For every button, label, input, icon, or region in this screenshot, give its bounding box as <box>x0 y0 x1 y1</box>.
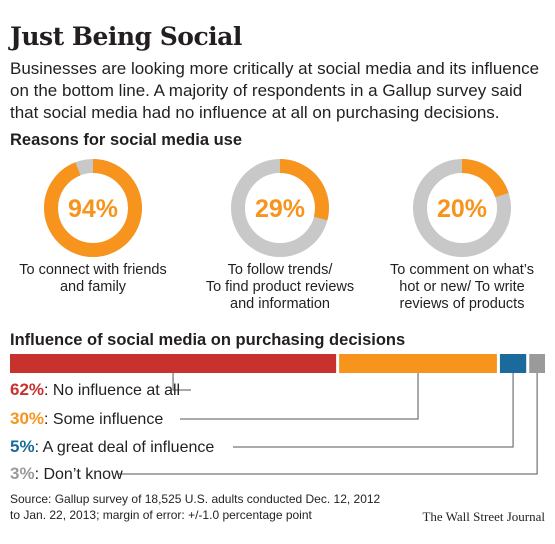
legend-text: No influence at all <box>52 382 181 399</box>
legend-colon: : <box>34 466 44 483</box>
donut-label-comment: To comment on what’s hot or new/ To writ… <box>377 262 547 313</box>
donut-label-line: and family <box>59 279 127 295</box>
legend-text: A great deal of influence <box>42 439 215 456</box>
donut-3: 20% <box>413 159 511 257</box>
donut-label-line: To find product reviews <box>205 279 355 295</box>
donut-label-line: To follow trends/ <box>227 262 333 278</box>
donut-slice <box>231 159 329 257</box>
donut-label-line: and information <box>230 296 330 312</box>
donut-slice <box>44 159 142 257</box>
donut-2: 29% <box>231 159 329 257</box>
source-line: to Jan. 22, 2013; margin of error: +/-1.… <box>10 508 312 522</box>
donut-value-label: 29% <box>255 195 305 223</box>
donut-label-trends: To follow trends/ To find product review… <box>195 262 365 313</box>
donut-label-line: reviews of products <box>399 296 525 312</box>
legend-colon: : <box>34 439 43 456</box>
donut-value-label: 20% <box>437 195 487 223</box>
legend-connector <box>233 373 514 448</box>
legend-no-influence: 62%: No influence at all <box>10 379 180 401</box>
donut-value-label: 94% <box>68 195 118 223</box>
donut-1: 94% <box>44 159 142 257</box>
donut-label-line: To comment on what’s <box>390 262 534 278</box>
donut-label-line: To connect with friends <box>19 262 167 278</box>
legend-text: Don’t know <box>43 466 123 483</box>
bar-segment <box>529 354 545 373</box>
chart-title: Just Being Social <box>10 22 242 51</box>
legend-text: Some influence <box>52 411 164 428</box>
donut-label-line: hot or new/ To write <box>399 279 525 295</box>
donut-slice <box>413 159 511 257</box>
legend-colon: : <box>44 411 53 428</box>
source-line: Source: Gallup survey of 18,525 U.S. adu… <box>10 492 381 506</box>
publisher-credit: The Wall Street Journal <box>422 509 545 524</box>
legend-pct: 30% <box>10 409 45 428</box>
legend-pct: 5% <box>10 437 35 456</box>
bar-segment <box>499 354 527 373</box>
legend-colon: : <box>44 382 53 399</box>
legend-connector <box>172 373 191 391</box>
bar-segment <box>339 354 497 373</box>
bar-segment <box>10 354 337 373</box>
chart-intro: Businesses are looking more critically a… <box>10 59 540 122</box>
legend-great-deal: 5%: A great deal of influence <box>10 436 214 458</box>
legend-some-influence: 30%: Some influence <box>10 408 163 430</box>
source-note: Source: Gallup survey of 18,525 U.S. adu… <box>10 491 410 523</box>
legend-dont-know: 3%: Don’t know <box>10 463 123 485</box>
legend-connector <box>117 373 538 475</box>
reasons-section-title: Reasons for social media use <box>10 131 243 149</box>
influence-section-title: Influence of social media on purchasing … <box>10 331 406 349</box>
legend-connector <box>180 373 419 420</box>
legend-pct: 3% <box>10 464 35 483</box>
legend-pct: 62% <box>10 380 45 399</box>
donut-label-connect: To connect with friends and family <box>8 262 178 296</box>
